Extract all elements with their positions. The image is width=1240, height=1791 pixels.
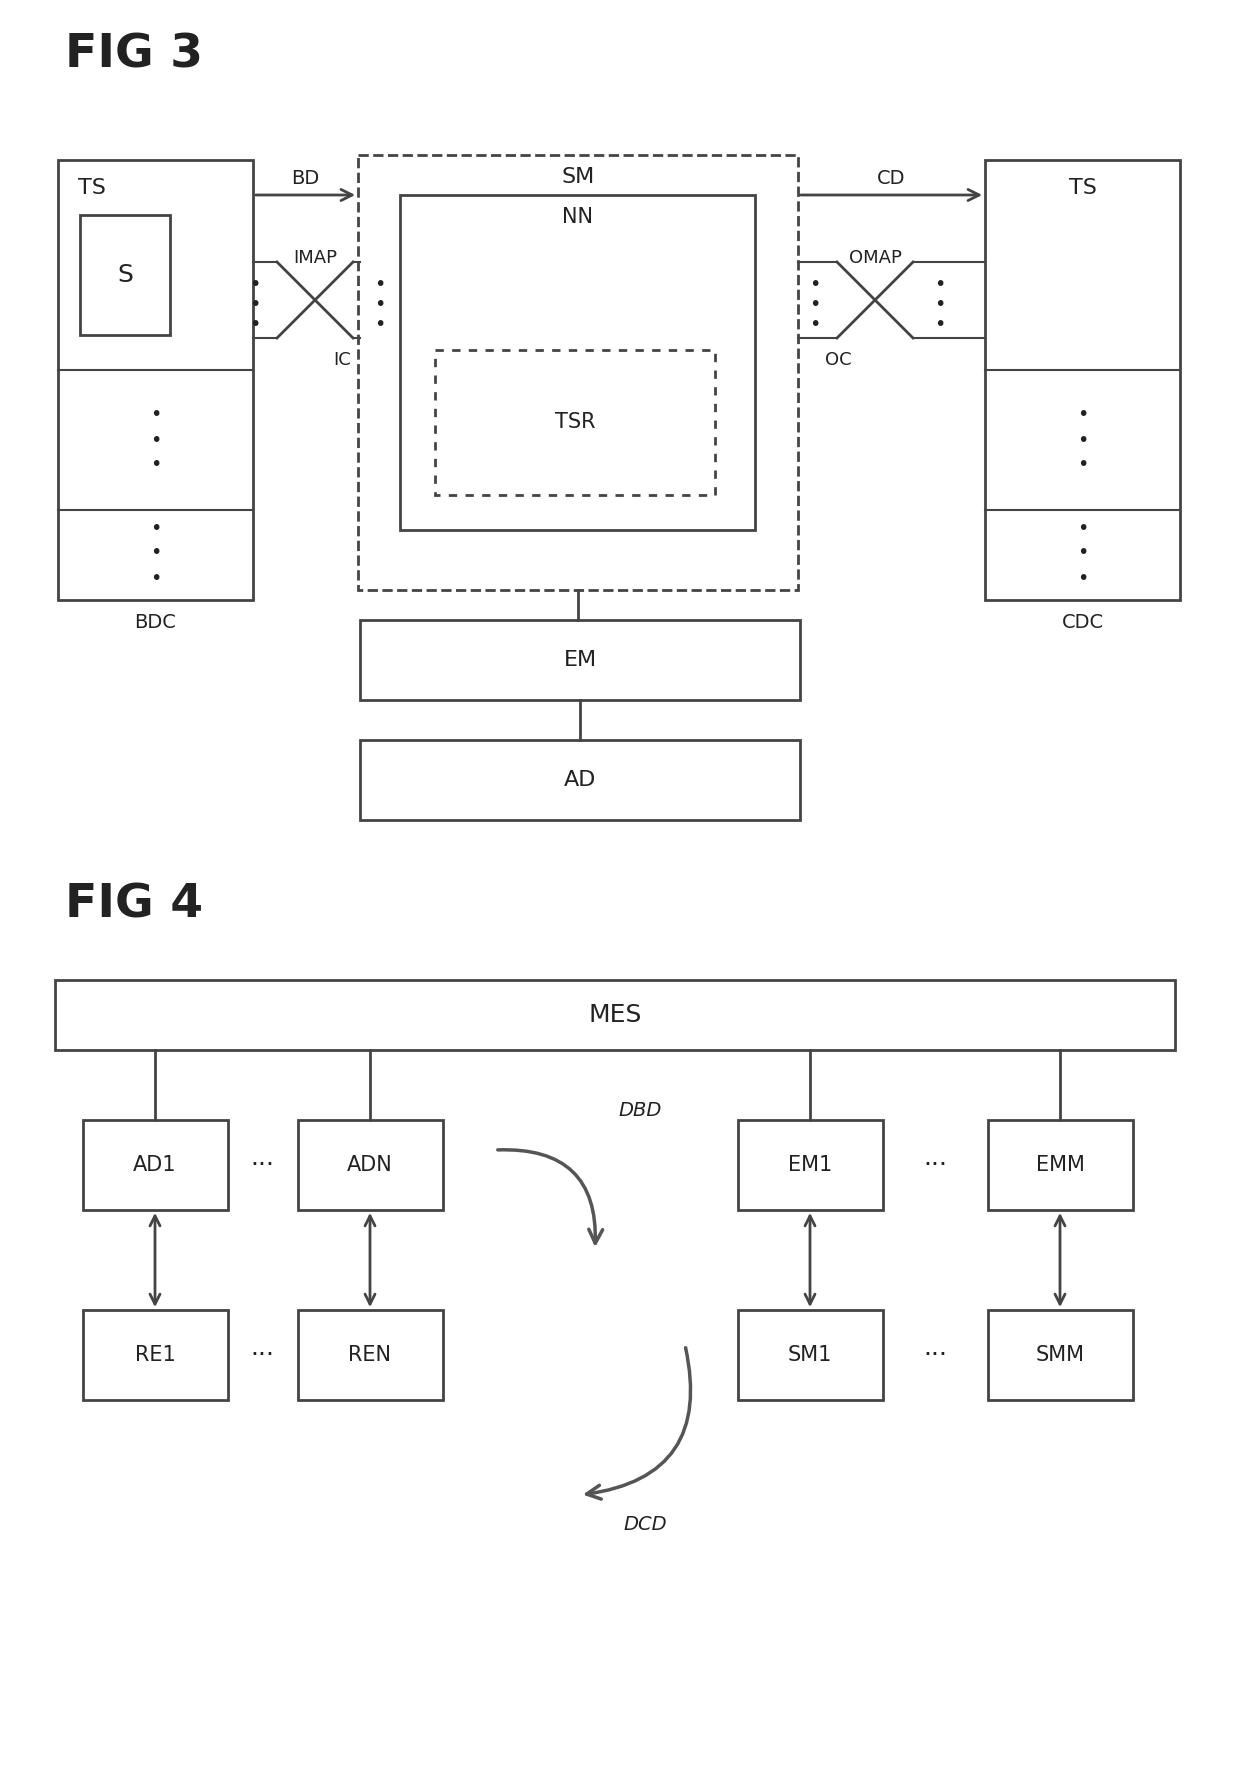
Text: •: • xyxy=(249,296,260,315)
Text: •: • xyxy=(150,455,161,475)
Bar xyxy=(58,159,253,600)
Bar xyxy=(83,1119,228,1211)
Text: •: • xyxy=(150,543,161,562)
Text: OC: OC xyxy=(825,351,852,369)
Text: •: • xyxy=(1076,568,1089,587)
Text: •: • xyxy=(934,296,946,315)
Text: FIG 4: FIG 4 xyxy=(64,883,203,928)
Bar xyxy=(358,156,799,589)
Bar xyxy=(738,1119,883,1211)
Text: IMAP: IMAP xyxy=(293,249,337,267)
Text: REN: REN xyxy=(348,1345,392,1365)
Text: SMM: SMM xyxy=(1035,1345,1085,1365)
Text: ···: ··· xyxy=(923,1343,947,1367)
Text: TSR: TSR xyxy=(554,412,595,432)
Text: •: • xyxy=(150,519,161,537)
Text: •: • xyxy=(1076,430,1089,450)
Text: ···: ··· xyxy=(923,1153,947,1177)
Text: IC: IC xyxy=(334,351,351,369)
Text: •: • xyxy=(1076,405,1089,424)
Text: RE1: RE1 xyxy=(135,1345,175,1365)
Text: MES: MES xyxy=(588,1003,641,1026)
Text: •: • xyxy=(934,276,946,294)
Text: •: • xyxy=(249,315,260,335)
Text: SM1: SM1 xyxy=(787,1345,832,1365)
Text: EM1: EM1 xyxy=(787,1155,832,1175)
Text: •: • xyxy=(150,430,161,450)
Text: EMM: EMM xyxy=(1035,1155,1085,1175)
Text: •: • xyxy=(934,315,946,335)
Text: •: • xyxy=(374,296,386,315)
Text: OMAP: OMAP xyxy=(848,249,901,267)
Text: SM: SM xyxy=(562,167,595,186)
Bar xyxy=(360,620,800,700)
Bar xyxy=(298,1309,443,1401)
Text: AD: AD xyxy=(564,770,596,790)
Bar xyxy=(55,980,1176,1050)
FancyArrowPatch shape xyxy=(497,1150,603,1243)
FancyArrowPatch shape xyxy=(587,1347,691,1499)
Text: ···: ··· xyxy=(250,1153,274,1177)
Text: •: • xyxy=(1076,519,1089,537)
Bar xyxy=(738,1309,883,1401)
Text: FIG 3: FIG 3 xyxy=(64,32,203,77)
Text: •: • xyxy=(810,276,821,294)
Text: •: • xyxy=(1076,543,1089,562)
Bar xyxy=(81,215,170,335)
Text: TS: TS xyxy=(78,177,105,199)
Bar xyxy=(985,159,1180,600)
Bar xyxy=(401,195,755,530)
Bar xyxy=(435,349,715,494)
Bar xyxy=(988,1309,1133,1401)
Text: EM: EM xyxy=(563,650,596,670)
Text: CDC: CDC xyxy=(1061,613,1104,632)
Text: DCD: DCD xyxy=(624,1515,667,1535)
Text: ···: ··· xyxy=(250,1343,274,1367)
Text: NN: NN xyxy=(562,208,593,227)
Text: •: • xyxy=(249,276,260,294)
Text: •: • xyxy=(150,568,161,587)
Text: •: • xyxy=(810,296,821,315)
Text: DBD: DBD xyxy=(619,1100,662,1119)
Text: CD: CD xyxy=(877,168,905,188)
Bar xyxy=(298,1119,443,1211)
Bar xyxy=(988,1119,1133,1211)
Text: •: • xyxy=(374,276,386,294)
Text: •: • xyxy=(810,315,821,335)
Text: •: • xyxy=(150,405,161,424)
Text: BDC: BDC xyxy=(135,613,176,632)
Text: •: • xyxy=(1076,455,1089,475)
Text: •: • xyxy=(374,315,386,335)
Text: BD: BD xyxy=(291,168,319,188)
Text: AD1: AD1 xyxy=(133,1155,177,1175)
Text: TS: TS xyxy=(1069,177,1096,199)
Bar xyxy=(83,1309,228,1401)
Text: ADN: ADN xyxy=(347,1155,393,1175)
Text: S: S xyxy=(117,263,133,287)
Bar xyxy=(360,740,800,820)
